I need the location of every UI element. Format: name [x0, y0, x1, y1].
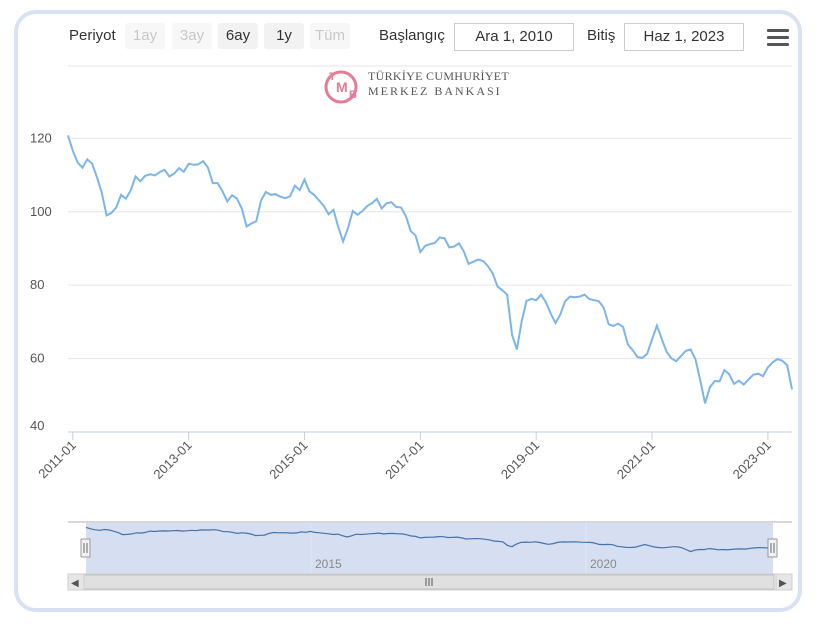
- scroll-left-arrow-icon: ◀: [71, 578, 79, 589]
- range-button-3ay[interactable]: 3ay: [172, 23, 212, 49]
- range-button-1ay[interactable]: 1ay: [125, 23, 165, 49]
- navigator-label-2015: 2015: [315, 557, 342, 571]
- hamburger-menu-icon[interactable]: [767, 29, 789, 47]
- tcmb-logo: T M B TÜRKİYE CUMHURİYET MERKEZ BANKASI: [322, 66, 509, 111]
- start-date-input[interactable]: Ara 1, 2010: [454, 23, 574, 51]
- svg-text:T: T: [329, 71, 336, 83]
- logo-line-1: TÜRKİYE CUMHURİYET: [368, 69, 510, 83]
- svg-text:B: B: [349, 89, 357, 101]
- start-date-label: Başlangıç: [379, 27, 445, 44]
- logo-line-2: MERKEZ BANKASI: [368, 84, 502, 98]
- navigator-handle-left[interactable]: [80, 538, 91, 558]
- scroll-right-arrow-icon: ▶: [779, 578, 787, 589]
- navigator-label-2020: 2020: [590, 557, 617, 571]
- end-date-input[interactable]: Haz 1, 2023: [624, 23, 744, 51]
- scrollbar-grip-icon: [425, 578, 433, 586]
- navigator-mask[interactable]: [86, 523, 773, 574]
- range-button-1y[interactable]: 1y: [264, 23, 304, 49]
- navigator-handle-right[interactable]: [767, 538, 778, 558]
- tcmb-logo-mark: T M B: [324, 70, 358, 104]
- end-date-label: Bitiş: [587, 27, 616, 44]
- navigator-series-line: [85, 526, 774, 553]
- svg-text:M: M: [336, 79, 348, 95]
- range-toolbar: Periyot 1ay 3ay 6ay 1y Tüm Başlangıç Ara…: [0, 0, 820, 51]
- scrollbar-right-button[interactable]: [775, 573, 793, 591]
- range-button-all[interactable]: Tüm: [310, 23, 350, 49]
- period-label: Periyot: [69, 27, 116, 44]
- scrollbar-left-button[interactable]: [67, 573, 85, 591]
- range-button-6ay[interactable]: 6ay: [218, 23, 258, 49]
